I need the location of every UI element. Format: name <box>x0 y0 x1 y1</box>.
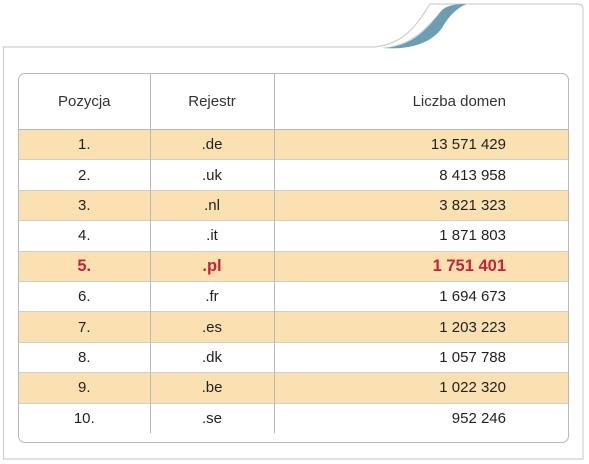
cell-domain-count: 1 203 223 <box>273 311 568 343</box>
table-row: 8. .dk 1 057 788 <box>19 341 568 373</box>
card-tab-accent <box>384 4 466 49</box>
cell-domain-count: 1 694 673 <box>273 280 568 312</box>
header-domain-count: Liczba domen <box>273 74 568 130</box>
header-position: Pozycja <box>19 74 150 130</box>
table-row: 6. .fr 1 694 673 <box>19 280 568 312</box>
cell-domain-count: 952 246 <box>273 402 568 433</box>
table-row: 9. .be 1 022 320 <box>19 372 568 404</box>
cell-position: 3. <box>19 189 150 221</box>
domain-ranking-table: Pozycja Rejestr Liczba domen 1. .de 13 571… <box>19 74 568 433</box>
cell-position: 6. <box>19 280 150 312</box>
cell-position: 4. <box>19 220 150 252</box>
cell-domain-count: 13 571 429 <box>273 129 568 160</box>
table-row: 4. .it 1 871 803 <box>19 220 568 252</box>
cell-registry: .fr <box>149 280 274 312</box>
cell-position: 10. <box>19 402 150 433</box>
cell-position: 9. <box>19 372 150 404</box>
table-row: 3. .nl 3 821 323 <box>19 189 568 221</box>
cell-registry: .se <box>149 402 274 433</box>
cell-registry: .de <box>149 129 274 160</box>
cell-registry: .pl <box>149 250 274 282</box>
cell-domain-count: 1 022 320 <box>273 372 568 404</box>
domain-ranking-table-container: Pozycja Rejestr Liczba domen 1. .de 13 571… <box>18 73 569 443</box>
cell-registry: .be <box>149 372 274 404</box>
cell-position: 7. <box>19 311 150 343</box>
table-row: 5. .pl 1 751 401 <box>19 250 568 282</box>
cell-registry: .uk <box>149 159 274 191</box>
cell-domain-count: 3 821 323 <box>273 189 568 221</box>
cell-position: 2. <box>19 159 150 191</box>
cell-registry: .es <box>149 311 274 343</box>
cell-registry: .nl <box>149 189 274 221</box>
cell-domain-count: 1 751 401 <box>273 250 568 282</box>
table-row: 1. .de 13 571 429 <box>19 129 568 160</box>
cell-position: 5. <box>19 250 150 282</box>
cell-domain-count: 1 871 803 <box>273 220 568 252</box>
cell-registry: .it <box>149 220 274 252</box>
table-row: 10. .se 952 246 <box>19 402 568 433</box>
cell-position: 8. <box>19 341 150 373</box>
cell-domain-count: 8 413 958 <box>273 159 568 191</box>
table-row: 2. .uk 8 413 958 <box>19 159 568 191</box>
cell-position: 1. <box>19 129 150 160</box>
table-header-row: Pozycja Rejestr Liczba domen <box>19 74 568 130</box>
table-row: 7. .es 1 203 223 <box>19 311 568 343</box>
cell-registry: .dk <box>149 341 274 373</box>
cell-domain-count: 1 057 788 <box>273 341 568 373</box>
header-registry: Rejestr <box>149 74 274 130</box>
